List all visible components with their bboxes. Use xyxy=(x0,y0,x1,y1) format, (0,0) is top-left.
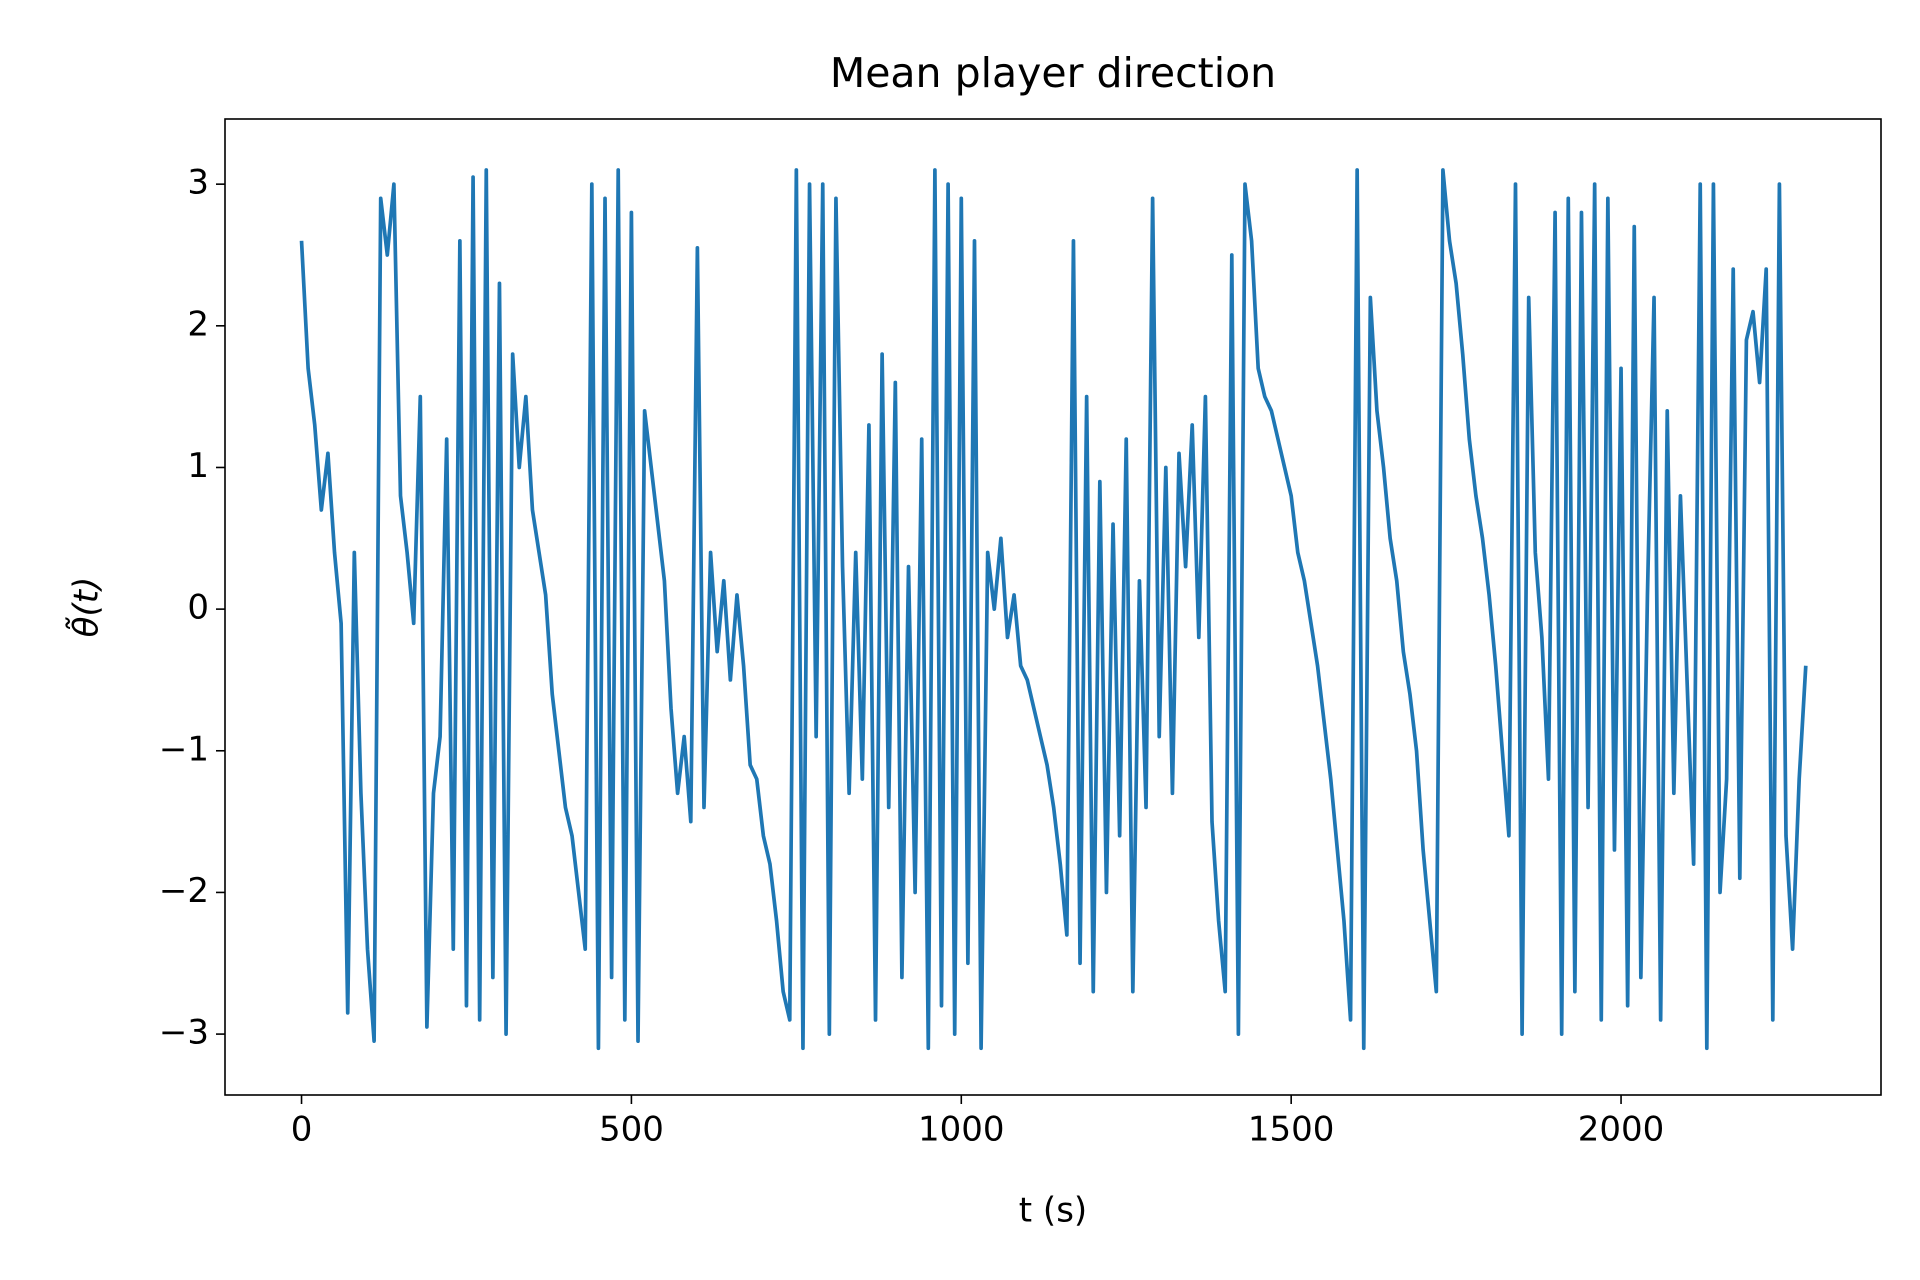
y-tick-label: 2 xyxy=(187,304,209,344)
x-tick-label: 2000 xyxy=(1578,1110,1665,1150)
chart-title: Mean player direction xyxy=(830,49,1276,97)
plot-frame xyxy=(224,118,1882,1096)
x-axis-label: t (s) xyxy=(1019,1191,1087,1231)
x-tick-label: 500 xyxy=(599,1110,664,1150)
y-tick-label: −1 xyxy=(159,729,209,769)
y-tick-label: −2 xyxy=(159,871,209,911)
y-tick-label: 0 xyxy=(187,588,209,628)
x-tick-label: 0 xyxy=(291,1110,313,1150)
x-tick-label: 1000 xyxy=(918,1110,1005,1150)
data-line xyxy=(299,168,1808,1051)
y-tick-label: −3 xyxy=(159,1013,209,1053)
y-axis-label: θ̃(t) xyxy=(64,577,106,638)
x-tick-label: 1500 xyxy=(1248,1110,1335,1150)
y-tick-label: 1 xyxy=(187,446,209,486)
y-tick-label: 3 xyxy=(187,163,209,203)
